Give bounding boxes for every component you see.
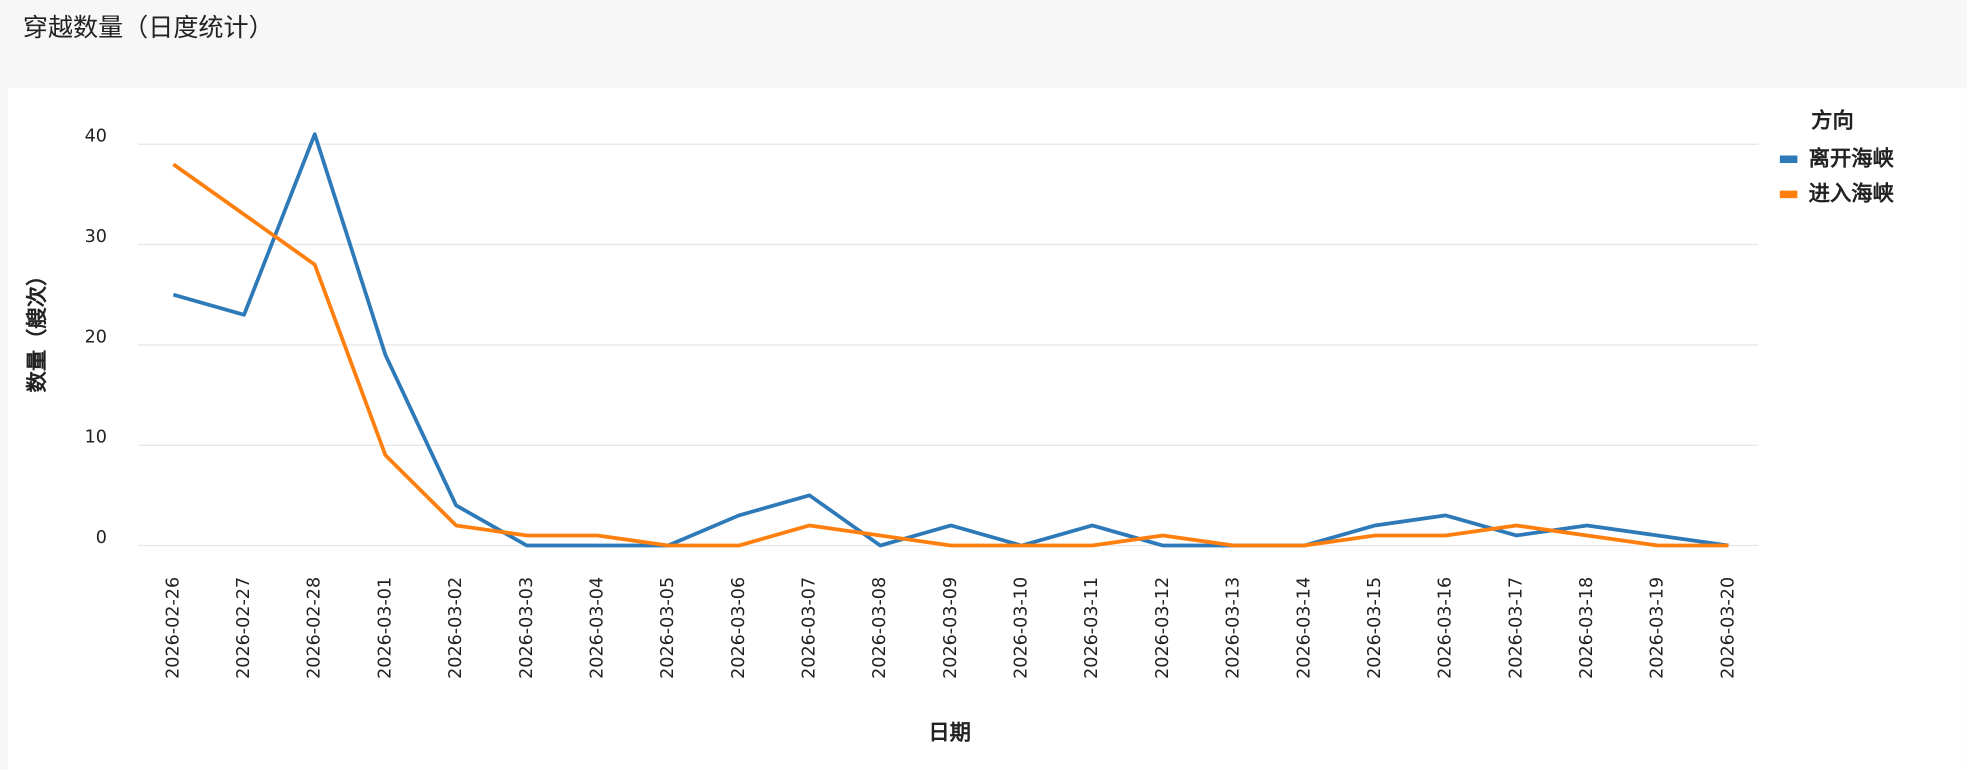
chart-title: 穿越数量（日度统计） [23,13,274,42]
x-tick-label: 2026-03-14 [1294,577,1314,679]
x-tick-label: 2026-03-18 [1577,577,1597,679]
y-axis-label: 数量（艘次） [24,265,50,393]
x-tick-label: 2026-03-04 [587,577,607,679]
x-tick-label: 2026-03-09 [941,577,961,679]
x-tick-label: 2026-03-20 [1718,577,1738,679]
x-tick-label: 2026-03-17 [1506,577,1526,679]
legend-label: 进入海峡 [1809,180,1895,206]
x-tick-label: 2026-02-27 [234,577,254,679]
x-tick-label: 2026-03-03 [517,577,537,679]
x-tick-label: 2026-03-02 [446,577,466,679]
y-tick-label: 10 [85,428,107,448]
x-tick-label: 2026-03-15 [1365,577,1385,679]
y-tick-label: 30 [85,227,107,247]
x-tick-label: 2026-03-19 [1648,577,1668,679]
line-series [172,132,1729,548]
legend-swatch [1779,155,1798,164]
line-series [172,162,1729,548]
y-tick-label: 40 [85,127,107,147]
legend-swatch [1779,190,1798,199]
x-tick-label: 2026-03-08 [870,577,890,679]
x-tick-label: 2026-02-26 [163,577,183,679]
x-tick-label: 2026-03-16 [1436,577,1456,679]
x-tick-label: 2026-03-12 [1153,577,1173,679]
y-tick-label: 20 [85,327,107,347]
x-tick-label: 2026-02-28 [305,577,325,679]
x-tick-label: 2026-03-11 [1082,577,1102,679]
x-tick-label: 2026-03-07 [800,577,820,679]
x-tick-label: 2026-03-10 [1012,577,1032,679]
x-axis-label: 日期 [928,721,971,746]
legend-title: 方向 [1811,108,1854,134]
x-tick-label: 2026-03-13 [1224,577,1244,679]
y-tick-label: 0 [96,528,107,548]
chart-panel [7,87,1967,770]
x-tick-label: 2026-03-01 [375,577,395,679]
x-tick-label: 2026-03-06 [729,577,749,679]
x-tick-label: 2026-03-05 [658,577,678,679]
legend-label: 离开海峡 [1809,145,1895,171]
